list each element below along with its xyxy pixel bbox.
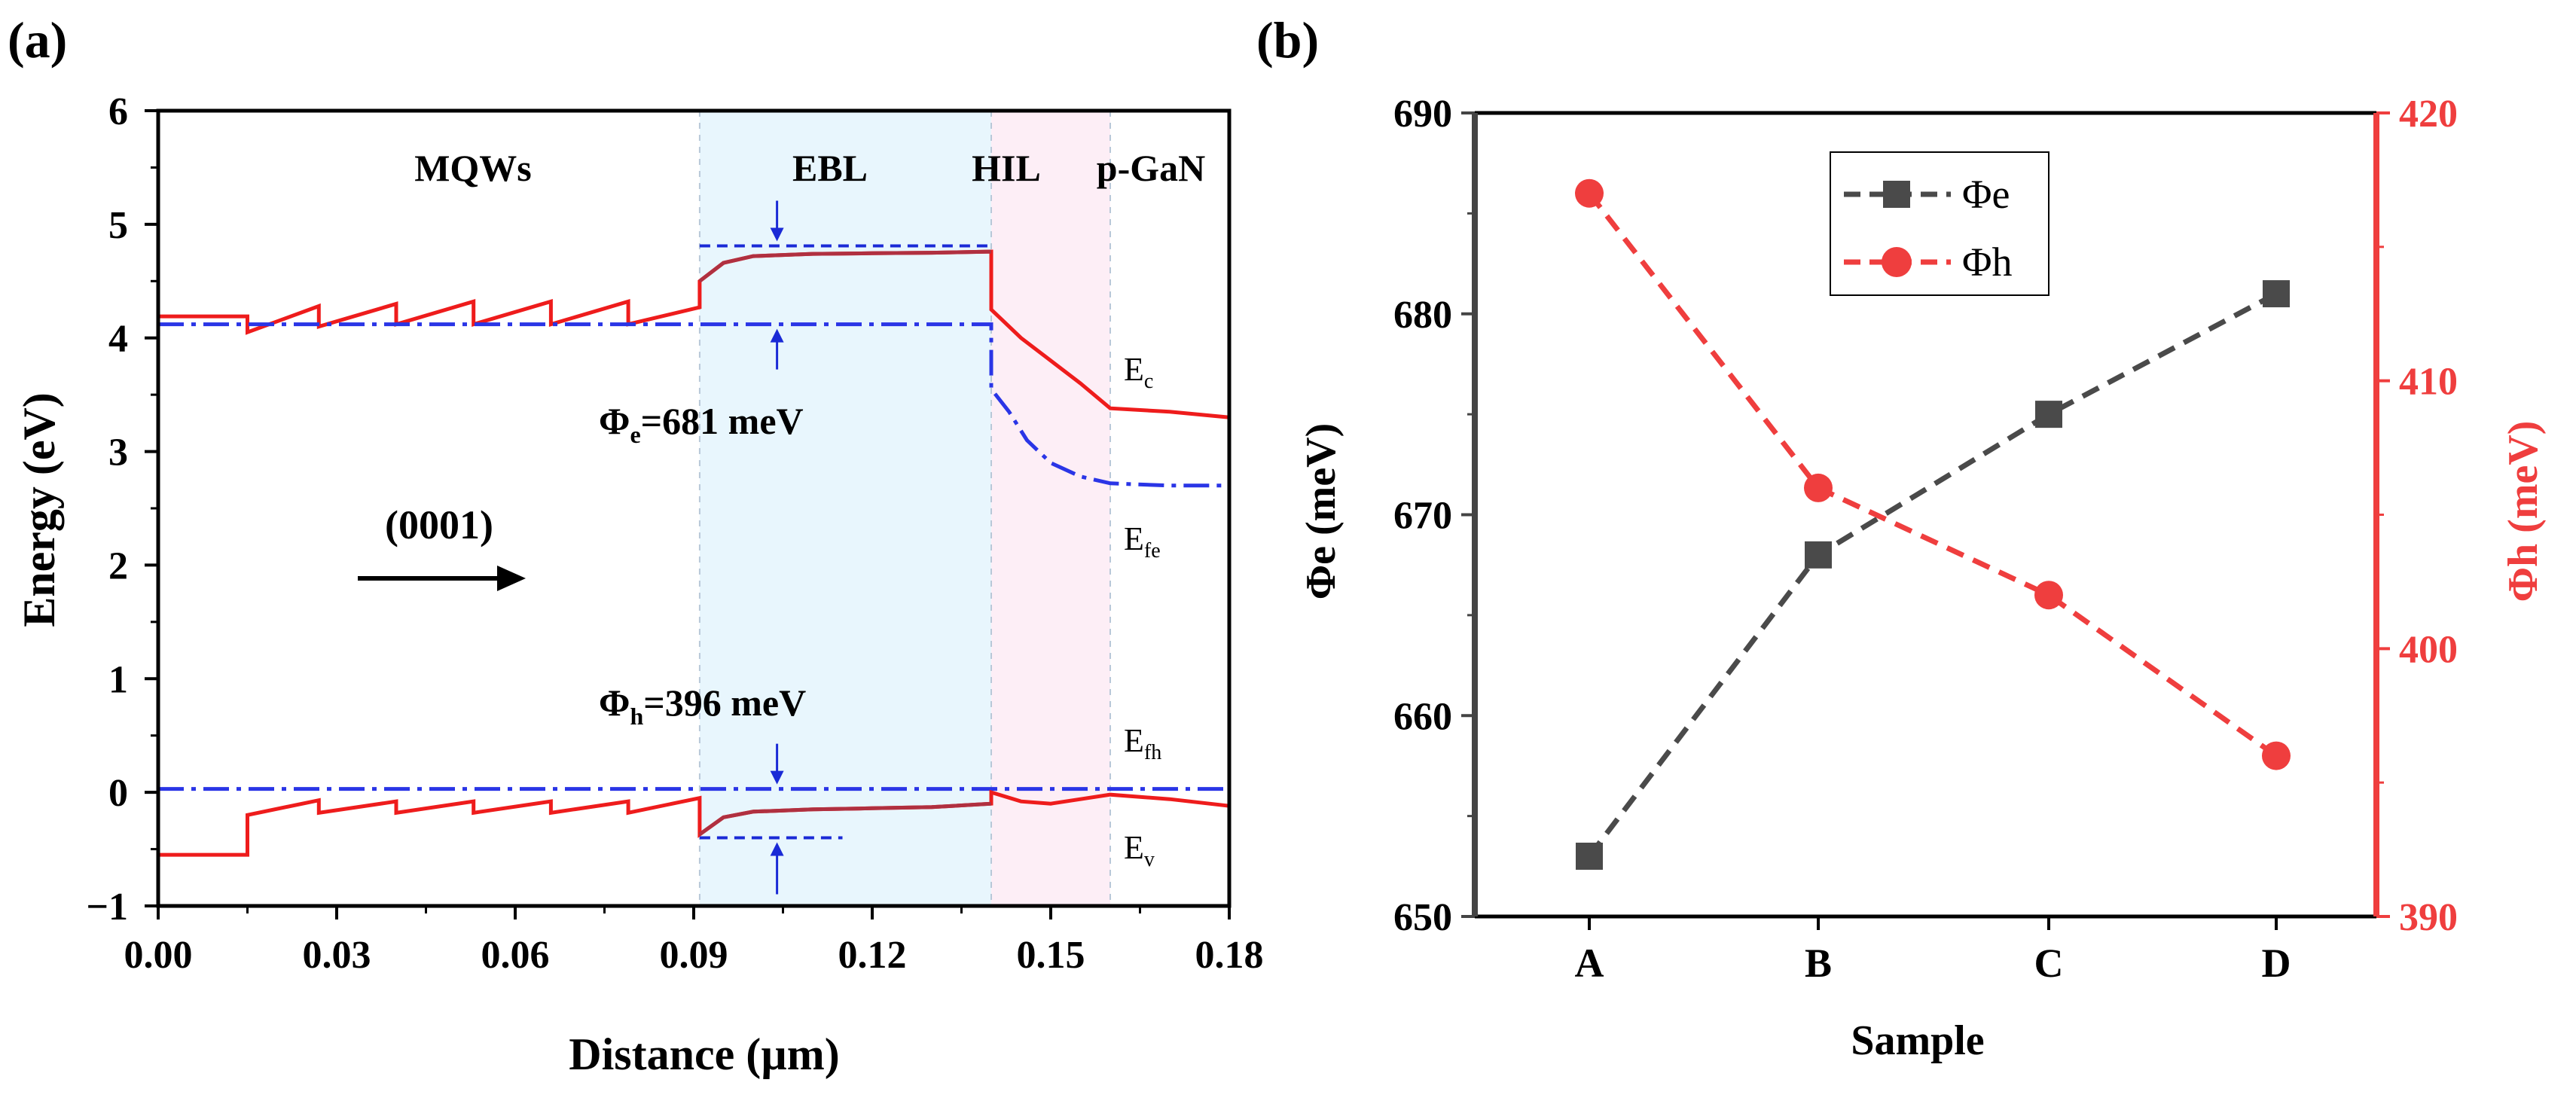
y-axis-title-b: Φe (meV) <box>1298 423 1344 600</box>
legend: Φe Φh <box>1830 151 2050 296</box>
x-tick-label-b: A <box>1575 941 1604 986</box>
y-tick-label-a: 3 <box>108 432 128 474</box>
sample-series <box>1575 178 2291 870</box>
region-label-hil: HIL <box>972 147 1041 189</box>
curve-label-ev-main: E <box>1124 829 1144 866</box>
x-axis-a: 0.00 0.03 0.06 0.09 0.12 0.15 0.18 <box>124 906 1264 977</box>
region-label-pgan: p-GaN <box>1097 147 1205 189</box>
y-tick-label-a: 2 <box>108 544 128 587</box>
point-phi-e-C <box>2035 401 2062 428</box>
ebl-region <box>699 111 991 906</box>
panel-a-label: (a) <box>8 11 67 69</box>
y-tick-label-b: 680 <box>1393 294 1452 337</box>
y2-axis-title-b: Φh (meV) <box>2500 421 2547 602</box>
x-tick-label-a: 0.03 <box>303 934 371 977</box>
ebl-band-overlay-ev <box>698 801 992 837</box>
series-line-phi-e <box>1587 291 2278 858</box>
y-tick-label-a: −1 <box>86 886 128 929</box>
direction-arrow-head <box>497 566 526 591</box>
curve-label-efe-sub: fe <box>1144 539 1161 563</box>
phi-h-label: Φh=396 meV <box>599 682 806 730</box>
band-curve-efe <box>158 322 1229 488</box>
curve-label-efh-sub: fh <box>1144 741 1161 764</box>
y-axis-a: −1 0 1 2 3 4 5 6 <box>86 90 158 929</box>
legend-box <box>1830 151 2050 296</box>
x-tick-label-a: 0.18 <box>1195 934 1264 977</box>
phi-h-bottom-arrow-head <box>770 842 784 856</box>
point-phi-e-A <box>1576 842 1603 870</box>
x-axis-b: A B C D <box>1575 916 2291 986</box>
phi-e-subscript: e <box>630 421 640 448</box>
y2-tick-label-b: 420 <box>2399 93 2458 136</box>
y2-tick-label-b: 400 <box>2399 628 2458 671</box>
x-axis-title-b: Sample <box>1851 1017 1984 1064</box>
direction-label: (0001) <box>385 502 493 547</box>
x-tick-label-b: D <box>2262 941 2291 986</box>
x-tick-label-a: 0.12 <box>838 934 907 977</box>
curve-label-ec: Ec <box>1124 351 1153 393</box>
curve-label-efe-main: E <box>1124 520 1144 557</box>
point-phi-h-D <box>2262 741 2291 770</box>
point-phi-h-B <box>1804 473 1833 502</box>
x-tick-label-a: 0.00 <box>124 934 193 977</box>
x-tick-label-b: C <box>2034 941 2064 986</box>
y-tick-label-a: 1 <box>108 658 128 701</box>
point-phi-e-D <box>2263 280 2290 308</box>
ebl-band-overlay-ec <box>698 249 992 283</box>
phi-e-top-arrow-head <box>770 227 784 242</box>
band-curves <box>158 249 1230 857</box>
series-line-phi-h <box>1587 191 2278 758</box>
barrier-annotations <box>699 200 991 895</box>
y-tick-label-a: 4 <box>108 318 128 361</box>
y-tick-label-a: 5 <box>108 204 128 247</box>
phi-h-subscript: h <box>630 703 643 730</box>
point-phi-h-A <box>1575 178 1604 208</box>
curve-label-efh-main: E <box>1124 722 1144 759</box>
y-tick-label-b: 690 <box>1393 93 1452 136</box>
phi-h-value: =396 meV <box>643 682 806 724</box>
legend-label-phi-e: Φe <box>1962 172 2010 217</box>
region-label-mqws: MQWs <box>414 147 532 189</box>
curve-label-efh: Efh <box>1124 722 1161 764</box>
curve-label-ev: Ev <box>1124 829 1155 871</box>
legend-label-phi-h: Φh <box>1962 239 2012 285</box>
y2-tick-label-b: 390 <box>2399 896 2458 939</box>
curve-label-ec-main: E <box>1124 351 1144 388</box>
phi-e-bottom-arrow-head <box>770 328 784 343</box>
legend-marker-phi-e <box>1883 181 1910 208</box>
y2-tick-label-b: 410 <box>2399 361 2458 404</box>
panel-a: (a) 0.00 0.03 0.06 0.09 0.12 0.15 0.18 −1 0 1 2 3 4… <box>8 11 1264 1079</box>
region-label-ebl: EBL <box>792 147 868 189</box>
y-tick-label-a: 6 <box>108 90 128 133</box>
point-phi-e-B <box>1805 541 1832 569</box>
y-tick-label-a: 0 <box>108 772 128 815</box>
band-curve-ev <box>158 789 1230 857</box>
point-phi-h-C <box>2034 581 2063 610</box>
panel-b: (b) A B C D 650 660 670 680 690 390 400 410 420 Φe… <box>1256 11 2547 1064</box>
x-axis-title-a: Distance (µm) <box>569 1029 839 1079</box>
phi-h-symbol: Φ <box>599 682 630 724</box>
legend-marker-phi-h <box>1882 247 1912 277</box>
curve-label-efe: Efe <box>1124 520 1161 563</box>
curve-label-ec-sub: c <box>1144 370 1153 393</box>
curve-label-ev-sub: v <box>1144 848 1155 871</box>
phi-e-symbol: Φ <box>599 400 630 442</box>
x-tick-label-a: 0.09 <box>660 934 728 977</box>
y-axis-right-b: 390 400 410 420 <box>2376 93 2458 939</box>
phi-h-top-arrow-head <box>770 770 784 785</box>
x-tick-label-b: B <box>1805 941 1832 986</box>
y-tick-label-b: 670 <box>1393 495 1452 538</box>
y-axis-title-a: Energy (eV) <box>14 392 64 627</box>
y-tick-label-b: 650 <box>1393 896 1452 939</box>
y-tick-label-b: 660 <box>1393 695 1452 738</box>
y-axis-left-b: 650 660 670 680 690 <box>1393 93 1475 939</box>
x-tick-label-a: 0.15 <box>1017 934 1085 977</box>
phi-e-label: Φe=681 meV <box>599 400 804 448</box>
panel-b-label: (b) <box>1256 11 1319 69</box>
x-tick-label-a: 0.06 <box>481 934 550 977</box>
phi-e-value: =681 meV <box>641 400 804 442</box>
hil-region <box>991 111 1110 906</box>
